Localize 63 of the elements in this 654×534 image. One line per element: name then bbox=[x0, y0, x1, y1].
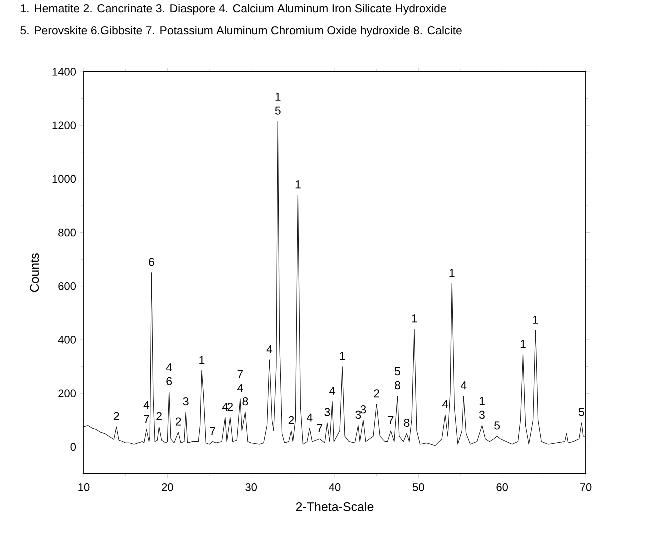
annotation: 2 bbox=[176, 418, 182, 426]
annotation: 4 bbox=[330, 387, 336, 395]
annotation: 4 bbox=[238, 384, 244, 392]
annotation: 2 bbox=[374, 390, 380, 398]
y-axis-title: Counts bbox=[30, 254, 40, 292]
annotation: 4 bbox=[460, 382, 467, 390]
y-tick-label: 1200 bbox=[52, 122, 76, 130]
annotation: 2 bbox=[228, 402, 234, 412]
x-tick-label: 20 bbox=[162, 484, 174, 492]
y-tick-label: 1400 bbox=[52, 68, 76, 76]
x-tick-label: 50 bbox=[412, 484, 424, 492]
annotation: 2 bbox=[288, 416, 294, 424]
chart-subtitle: 5. Perovskite 6.Gibbsite 7. Potassium Aluminum Chromium Oxide hydroxide 8. Calcite bbox=[20, 26, 462, 37]
annotation: 1 bbox=[450, 269, 455, 278]
annotation: 1 bbox=[520, 340, 526, 348]
annotation: 7 bbox=[238, 370, 244, 378]
annotation: 5 bbox=[494, 422, 500, 430]
annotation: 3 bbox=[479, 410, 485, 420]
annotation: 3 bbox=[356, 410, 362, 420]
annotation: 6 bbox=[149, 258, 154, 266]
annotation: 4 bbox=[222, 403, 228, 412]
annotation: 1 bbox=[533, 316, 538, 324]
annotation: 8 bbox=[242, 398, 248, 406]
annotation: 5 bbox=[275, 106, 281, 115]
x-tick-label: 60 bbox=[496, 484, 508, 492]
annotation: 4 bbox=[144, 401, 150, 410]
annotation: 1 bbox=[276, 92, 281, 101]
annotation: 3 bbox=[324, 408, 330, 416]
x-tick-label: 30 bbox=[246, 484, 258, 492]
annotation: 1 bbox=[296, 180, 301, 189]
x-tick-label: 40 bbox=[329, 484, 341, 492]
annotation: 3 bbox=[360, 406, 366, 414]
annotation: 3 bbox=[183, 398, 189, 406]
annotation: 7 bbox=[144, 415, 150, 424]
annotation: 7 bbox=[317, 424, 323, 432]
y-tick-label: 0 bbox=[70, 443, 76, 452]
x-tick-label: 10 bbox=[78, 484, 90, 492]
y-tick-label: 600 bbox=[58, 282, 76, 290]
annotation: 4 bbox=[306, 414, 313, 422]
annotation: 1 bbox=[480, 397, 485, 406]
y-tick-label: 1000 bbox=[52, 175, 76, 184]
annotation: 7 bbox=[388, 416, 394, 424]
annotation: 5 bbox=[395, 368, 400, 376]
x-axis-title: 2-Theta-Scale bbox=[296, 502, 374, 512]
y-tick-label: 200 bbox=[58, 390, 76, 398]
annotation: 2 bbox=[114, 412, 120, 420]
annotation: 4 bbox=[266, 345, 273, 354]
x-tick-label: 70 bbox=[580, 484, 592, 492]
y-tick-label: 800 bbox=[58, 228, 76, 237]
chart-title: 1. Hematite 2. Cancrinate 3. Diaspore 4. Calcium Aluminum Iron Silicate Hydroxide bbox=[21, 4, 446, 15]
line-series bbox=[84, 121, 586, 446]
annotation: 6 bbox=[166, 377, 172, 386]
annotation: 8 bbox=[404, 418, 410, 428]
annotation: 8 bbox=[395, 381, 400, 390]
y-tick-label: 400 bbox=[58, 336, 76, 344]
annotation: 1 bbox=[340, 352, 346, 360]
annotation: 1 bbox=[200, 356, 205, 364]
annotation: 4 bbox=[166, 364, 172, 372]
annotation: 4 bbox=[442, 400, 448, 408]
annotation: 2 bbox=[156, 412, 162, 420]
annotation: 5 bbox=[579, 408, 585, 416]
annotation: 1 bbox=[412, 314, 418, 323]
annotation: 7 bbox=[210, 427, 216, 436]
